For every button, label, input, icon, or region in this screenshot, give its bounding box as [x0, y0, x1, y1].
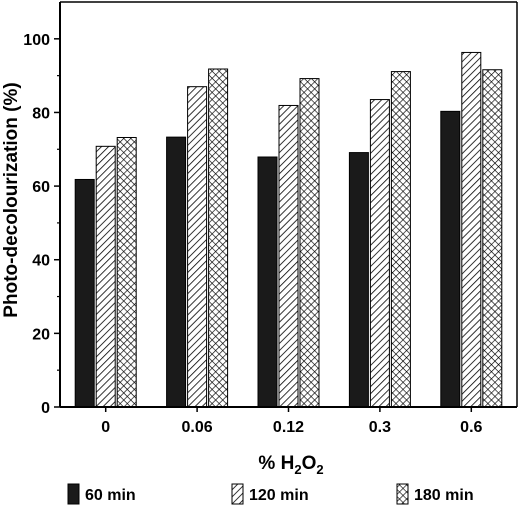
x-tick-label: 0.6: [460, 419, 482, 436]
axes: 0 0.06 0.12 0.3 0.6 0 20 40 60 80 100: [23, 1, 518, 436]
y-tick-label: 60: [32, 179, 50, 196]
legend-label: 120 min: [249, 487, 309, 504]
bar: [369, 99, 390, 408]
legend-swatch: [231, 483, 244, 505]
legend-label: 60 min: [85, 487, 136, 504]
y-axis-label: Photo-decolourization (%): [1, 82, 22, 317]
bar: [116, 136, 137, 408]
legend-label: 180 min: [414, 487, 474, 504]
bars: [74, 51, 503, 408]
bar: [461, 51, 482, 408]
legend-swatch: [396, 483, 409, 505]
bar: [257, 156, 278, 408]
bar: [278, 104, 299, 408]
bar: [166, 136, 187, 408]
x-tick-label: 0.12: [273, 419, 304, 436]
bar: [299, 78, 320, 408]
y-tick-label: 0: [41, 400, 50, 417]
bar: [390, 71, 411, 408]
y-tick-label: 100: [23, 32, 50, 49]
legend-swatch: [67, 483, 80, 505]
x-tick-label: 0.3: [369, 419, 391, 436]
bar: [187, 86, 208, 408]
x-axis-label: % H2O2: [258, 453, 323, 477]
bar: [208, 68, 229, 408]
y-tick-label: 20: [32, 326, 50, 343]
bar: [74, 178, 95, 408]
bar: [95, 145, 116, 408]
bar: [440, 110, 461, 408]
x-tick-label: 0.06: [182, 419, 213, 436]
y-tick-label: 80: [32, 105, 50, 122]
bar: [482, 69, 503, 408]
y-tick-label: 40: [32, 253, 50, 270]
bar: [348, 152, 369, 408]
legend: 60 min 120 min 180 min: [67, 483, 474, 505]
x-tick-label: 0: [101, 419, 110, 436]
